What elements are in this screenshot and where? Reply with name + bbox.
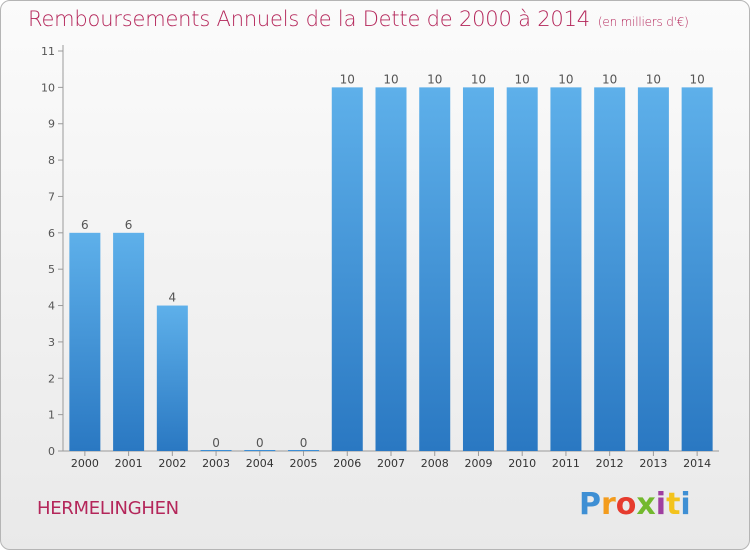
x-tick-label: 2012	[596, 457, 624, 470]
x-tick-label: 2002	[158, 457, 186, 470]
y-tick-label: 5	[48, 263, 55, 276]
y-tick-label: 0	[48, 445, 55, 458]
bar	[681, 87, 713, 451]
chart-title-text: Remboursements Annuels de la Dette de 20…	[28, 7, 590, 31]
data-label: 10	[340, 72, 355, 86]
chart-title: Remboursements Annuels de la Dette de 20…	[28, 7, 689, 31]
data-label: 10	[646, 72, 661, 86]
x-tick-label: 2007	[377, 457, 405, 470]
bar	[69, 232, 101, 451]
data-label: 6	[125, 218, 133, 232]
bar	[594, 87, 626, 451]
commune-name: HERMELINGHEN	[37, 498, 179, 519]
y-tick-label: 6	[48, 227, 55, 240]
bar	[331, 87, 363, 451]
y-tick-label: 1	[48, 409, 55, 422]
data-label: 10	[558, 72, 573, 86]
y-tick-label: 11	[41, 45, 55, 58]
bar	[156, 305, 188, 451]
bar	[637, 87, 669, 451]
x-tick-label: 2009	[464, 457, 492, 470]
proxiti-logo: Proxiti	[579, 487, 691, 522]
bar	[375, 87, 407, 451]
bar	[419, 87, 451, 451]
data-label: 10	[471, 72, 486, 86]
data-label: 0	[256, 436, 264, 450]
x-tick-label: 2005	[290, 457, 318, 470]
y-tick-label: 7	[48, 190, 55, 203]
x-tick-label: 2011	[552, 457, 580, 470]
data-label: 10	[689, 72, 704, 86]
data-label: 4	[169, 291, 177, 305]
y-tick-label: 9	[48, 118, 55, 131]
logo-letter: i	[680, 487, 691, 522]
x-tick-label: 2014	[683, 457, 711, 470]
data-label: 6	[81, 218, 89, 232]
x-tick-label: 2013	[639, 457, 667, 470]
bar	[462, 87, 494, 451]
data-label: 10	[427, 72, 442, 86]
x-tick-label: 2000	[71, 457, 99, 470]
y-tick-label: 2	[48, 372, 55, 385]
logo-letter: x	[636, 487, 656, 522]
x-tick-label: 2010	[508, 457, 536, 470]
logo-letter: i	[655, 487, 667, 522]
x-tick-label: 2001	[115, 457, 143, 470]
logo-letter: o	[615, 487, 637, 522]
data-label: 0	[300, 436, 308, 450]
y-tick-label: 3	[48, 336, 55, 349]
bar	[113, 232, 145, 451]
y-tick-label: 4	[48, 300, 55, 313]
data-label: 10	[515, 72, 530, 86]
x-tick-label: 2003	[202, 457, 230, 470]
data-label: 10	[383, 72, 398, 86]
x-tick-label: 2008	[421, 457, 449, 470]
logo-letter: t	[666, 487, 681, 522]
logo-letter: r	[601, 487, 616, 522]
logo-letter: P	[579, 487, 601, 522]
bar	[550, 87, 582, 451]
y-tick-label: 10	[41, 81, 55, 94]
data-label: 10	[602, 72, 617, 86]
x-tick-label: 2004	[246, 457, 274, 470]
bar	[506, 87, 538, 451]
y-tick-label: 8	[48, 154, 55, 167]
chart-unit-note: (en milliers d'€)	[597, 15, 689, 29]
x-tick-label: 2006	[333, 457, 361, 470]
data-label: 0	[212, 436, 220, 450]
